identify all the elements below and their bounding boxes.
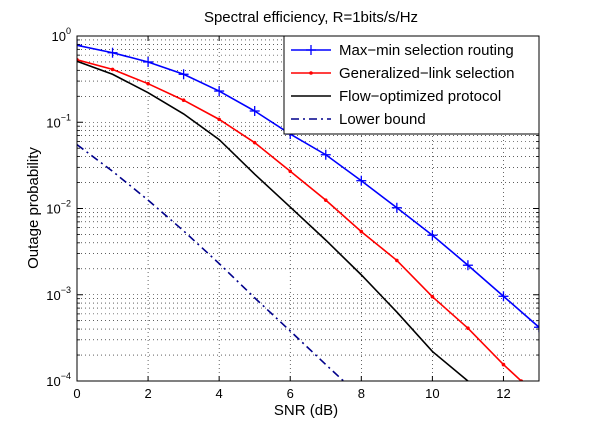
- legend-label: Flow−optimized protocol: [339, 88, 501, 105]
- legend: Max−min selection routing Generalized−lin…: [283, 35, 540, 135]
- data-point-marker: [146, 81, 150, 86]
- legend-entry: Generalized−link selection: [291, 65, 515, 82]
- data-point-marker: [320, 149, 331, 160]
- y-axis-label: Outage probability: [25, 147, 42, 269]
- legend-entry: Flow−optimized protocol: [291, 88, 501, 105]
- y-tick-label: 100: [52, 26, 71, 44]
- data-point-marker: [143, 56, 154, 67]
- x-axis-label: SNR (dB): [274, 402, 338, 419]
- data-point-marker: [534, 322, 539, 333]
- data-point-marker: [430, 294, 435, 299]
- data-point-marker: [178, 69, 189, 80]
- data-point-marker: [288, 169, 293, 174]
- y-tick-label: 10−4: [46, 371, 71, 389]
- y-tick-label: 10−3: [46, 285, 71, 303]
- series-line: [77, 59, 522, 381]
- x-tick-label: 0: [73, 386, 80, 401]
- data-point-marker: [217, 117, 221, 122]
- y-tick-label: 10−2: [46, 199, 71, 217]
- legend-label: Generalized−link selection: [339, 65, 515, 82]
- data-point-marker: [181, 98, 186, 103]
- data-point-marker: [359, 229, 364, 234]
- series-layer: [77, 40, 539, 381]
- x-tick-label: 6: [287, 386, 294, 401]
- data-point-marker: [107, 47, 118, 58]
- data-point-marker: [252, 140, 257, 145]
- legend-label: Max−min selection routing: [339, 42, 514, 59]
- x-tick-label: 2: [144, 386, 151, 401]
- data-point-marker: [501, 362, 506, 367]
- data-point-marker: [391, 202, 402, 213]
- y-tick-label: 10−1: [46, 112, 71, 130]
- legend-box: [283, 35, 540, 135]
- series-1: [77, 40, 539, 333]
- x-axis: 0 2 4 6 8 10 12: [73, 36, 511, 401]
- data-point-marker: [77, 40, 82, 51]
- series-4: [77, 143, 345, 381]
- x-tick-label: 8: [358, 386, 365, 401]
- data-point-marker: [214, 86, 225, 97]
- legend-marker: [309, 71, 313, 75]
- data-point-marker: [395, 258, 399, 263]
- chart-title: Spectral efficiency, R=1bits/s/Hz: [204, 9, 418, 26]
- data-point-marker: [323, 198, 328, 202]
- series-line: [77, 143, 345, 381]
- series-2: [77, 57, 524, 381]
- x-tick-label: 4: [216, 386, 223, 401]
- data-point-marker: [466, 326, 470, 330]
- data-point-marker: [427, 230, 438, 241]
- series-line: [77, 60, 469, 381]
- data-point-marker: [249, 106, 260, 117]
- data-point-marker: [110, 67, 115, 72]
- legend-label: Lower bound: [339, 111, 426, 128]
- x-tick-label: 12: [496, 386, 510, 401]
- y-axis: 100 10−1 10−2 10−3 10−4: [46, 26, 539, 389]
- data-point-marker: [462, 260, 473, 271]
- data-point-marker: [498, 291, 509, 302]
- legend-entry: Max−min selection routing: [291, 42, 514, 59]
- data-point-marker: [356, 175, 367, 186]
- x-tick-label: 10: [425, 386, 439, 401]
- series-line: [77, 44, 539, 328]
- legend-entry: Lower bound: [291, 111, 426, 128]
- series-3: [77, 60, 469, 381]
